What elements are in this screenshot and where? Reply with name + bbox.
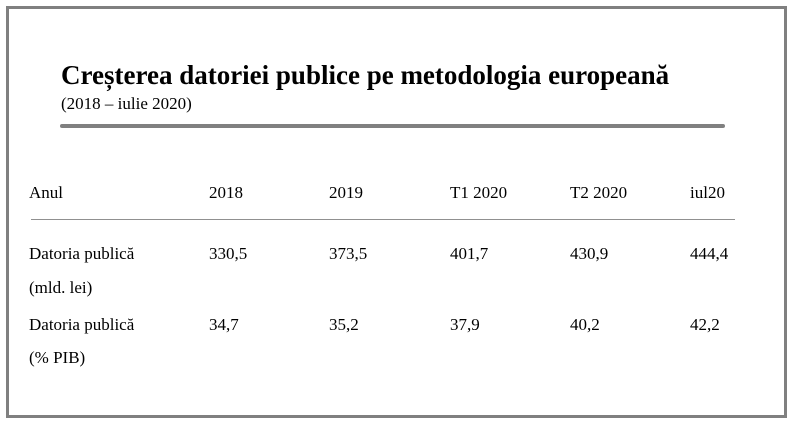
table-cell: 444,4 bbox=[690, 244, 729, 263]
row-label-line1: Datoria publică bbox=[29, 244, 135, 263]
row-label-line2: (% PIB) bbox=[29, 348, 86, 367]
table-cell: 40,2 bbox=[570, 315, 600, 334]
page-title: Creșterea datoriei publice pe metodologi… bbox=[61, 60, 670, 90]
header-col-t2-2020: T2 2020 bbox=[570, 183, 628, 202]
page-subtitle: (2018 – iulie 2020) bbox=[61, 94, 192, 113]
table-cell: 401,7 bbox=[450, 244, 489, 263]
header-col-2019: 2019 bbox=[329, 183, 363, 202]
table-cell: 42,2 bbox=[690, 315, 720, 334]
content-frame: Creșterea datoriei publice pe metodologi… bbox=[6, 6, 787, 418]
row-label-line1: Datoria publică bbox=[29, 315, 135, 334]
table-cell: 373,5 bbox=[329, 244, 368, 263]
table-cell: 330,5 bbox=[209, 244, 248, 263]
table-header-divider bbox=[31, 219, 735, 220]
row-label-line2: (mld. lei) bbox=[29, 278, 93, 297]
table-cell: 35,2 bbox=[329, 315, 359, 334]
table-cell: 430,9 bbox=[570, 244, 609, 263]
header-col-t1-2020: T1 2020 bbox=[450, 183, 508, 202]
header-col-iul20: iul20 bbox=[690, 183, 725, 202]
header-col-2018: 2018 bbox=[209, 183, 243, 202]
table-cell: 37,9 bbox=[450, 315, 480, 334]
table-cell: 34,7 bbox=[209, 315, 239, 334]
title-divider bbox=[60, 124, 725, 128]
header-label-anul: Anul bbox=[29, 183, 63, 202]
